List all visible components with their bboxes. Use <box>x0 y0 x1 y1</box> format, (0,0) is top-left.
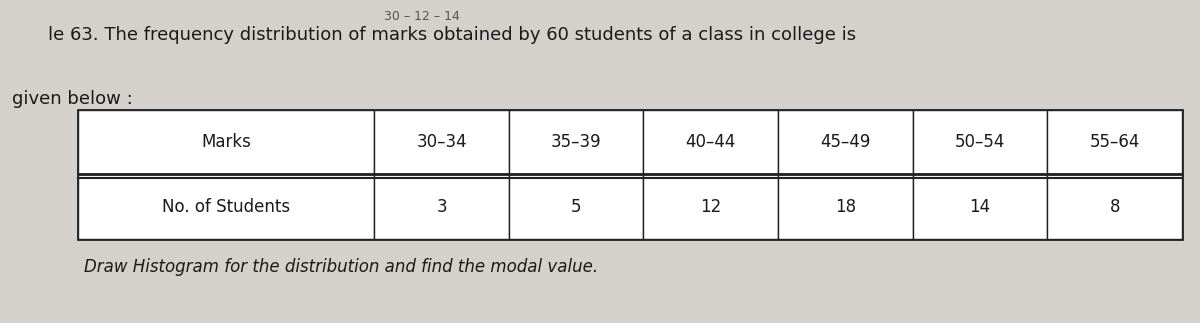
Text: No. of Students: No. of Students <box>162 198 290 216</box>
Text: 50–54: 50–54 <box>955 133 1006 151</box>
Text: 18: 18 <box>835 198 856 216</box>
Text: 35–39: 35–39 <box>551 133 601 151</box>
Text: 14: 14 <box>970 198 991 216</box>
Bar <box>778 110 913 174</box>
Text: 55–64: 55–64 <box>1090 133 1140 151</box>
Bar <box>913 174 1048 239</box>
Text: 30 – 12 – 14: 30 – 12 – 14 <box>384 10 460 23</box>
Bar <box>78 174 374 239</box>
Bar <box>509 174 643 239</box>
Bar <box>913 110 1048 174</box>
Text: le 63. The frequency distribution of marks obtained by 60 students of a class in: le 63. The frequency distribution of mar… <box>48 26 856 44</box>
Text: Marks: Marks <box>202 133 251 151</box>
Text: 12: 12 <box>700 198 721 216</box>
Text: 8: 8 <box>1110 198 1120 216</box>
Bar <box>643 174 778 239</box>
Bar <box>374 174 509 239</box>
Bar <box>1048 174 1182 239</box>
Text: 5: 5 <box>571 198 581 216</box>
Bar <box>78 110 374 174</box>
Bar <box>643 110 778 174</box>
Bar <box>1048 110 1182 174</box>
Text: 30–34: 30–34 <box>416 133 467 151</box>
Text: Draw Histogram for the distribution and find the modal value.: Draw Histogram for the distribution and … <box>84 258 598 276</box>
Text: 40–44: 40–44 <box>685 133 736 151</box>
Bar <box>78 110 1182 239</box>
Bar <box>374 110 509 174</box>
Bar <box>778 174 913 239</box>
Text: 45–49: 45–49 <box>821 133 871 151</box>
Bar <box>509 110 643 174</box>
Text: 3: 3 <box>436 198 446 216</box>
Text: given below :: given below : <box>12 90 133 109</box>
